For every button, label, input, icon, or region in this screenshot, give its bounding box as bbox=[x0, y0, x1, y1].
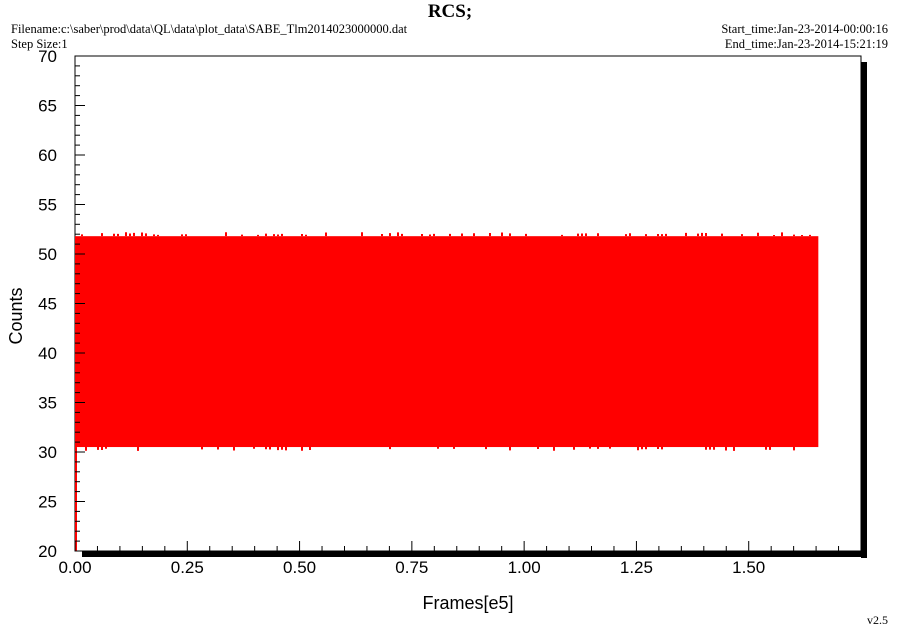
y-tick-label: 25 bbox=[38, 493, 57, 512]
y-tick-label: 60 bbox=[38, 146, 57, 165]
y-tick-label: 35 bbox=[38, 394, 57, 413]
start-time-text: Start_time:Jan-23-2014-00:00:16 bbox=[721, 22, 888, 36]
y-tick-label: 70 bbox=[38, 47, 57, 66]
x-tick-label: 1.00 bbox=[508, 558, 541, 577]
step-size-text: Step Size:1 bbox=[11, 37, 68, 51]
x-tick-label: 0.75 bbox=[395, 558, 428, 577]
x-axis-ticks: 0.00 0.25 0.50 0.75 1.00 1.25 1.50 bbox=[58, 541, 840, 577]
y-tick-label: 20 bbox=[38, 542, 57, 561]
series-band-0 bbox=[75, 236, 819, 448]
version-label: v2.5 bbox=[867, 613, 888, 627]
plot-shadow-right bbox=[861, 62, 867, 558]
file-info: Filename:c:\saber\prod\data\QL\data\plot… bbox=[11, 22, 407, 52]
x-tick-label: 0.00 bbox=[58, 558, 91, 577]
x-tick-label: 0.50 bbox=[283, 558, 316, 577]
x-tick-label: 0.25 bbox=[171, 558, 204, 577]
y-tick-label: 50 bbox=[38, 245, 57, 264]
chart-title: RCS; bbox=[427, 1, 473, 22]
filename-text: Filename:c:\saber\prod\data\QL\data\plot… bbox=[11, 22, 408, 36]
series-layer bbox=[75, 232, 819, 551]
y-axis-ticks: 20 25 30 35 40 45 50 55 60 65 70 bbox=[38, 47, 85, 561]
y-axis-label: Counts bbox=[6, 287, 26, 344]
x-tick-label: 1.50 bbox=[732, 558, 765, 577]
end-time-text: End_time:Jan-23-2014-15:21:19 bbox=[724, 37, 888, 51]
x-axis-label: Frames[e5] bbox=[422, 593, 513, 613]
y-tick-label: 40 bbox=[38, 344, 57, 363]
x-tick-label: 1.25 bbox=[620, 558, 653, 577]
plot-shadow-bottom bbox=[82, 551, 867, 557]
y-tick-label: 30 bbox=[38, 443, 57, 462]
time-info: Start_time:Jan-23-2014-00:00:16 End_time… bbox=[721, 22, 888, 52]
y-tick-label: 65 bbox=[38, 97, 57, 116]
y-tick-label: 45 bbox=[38, 295, 57, 314]
series-spikes-0 bbox=[81, 232, 811, 451]
y-tick-label: 55 bbox=[38, 196, 57, 215]
